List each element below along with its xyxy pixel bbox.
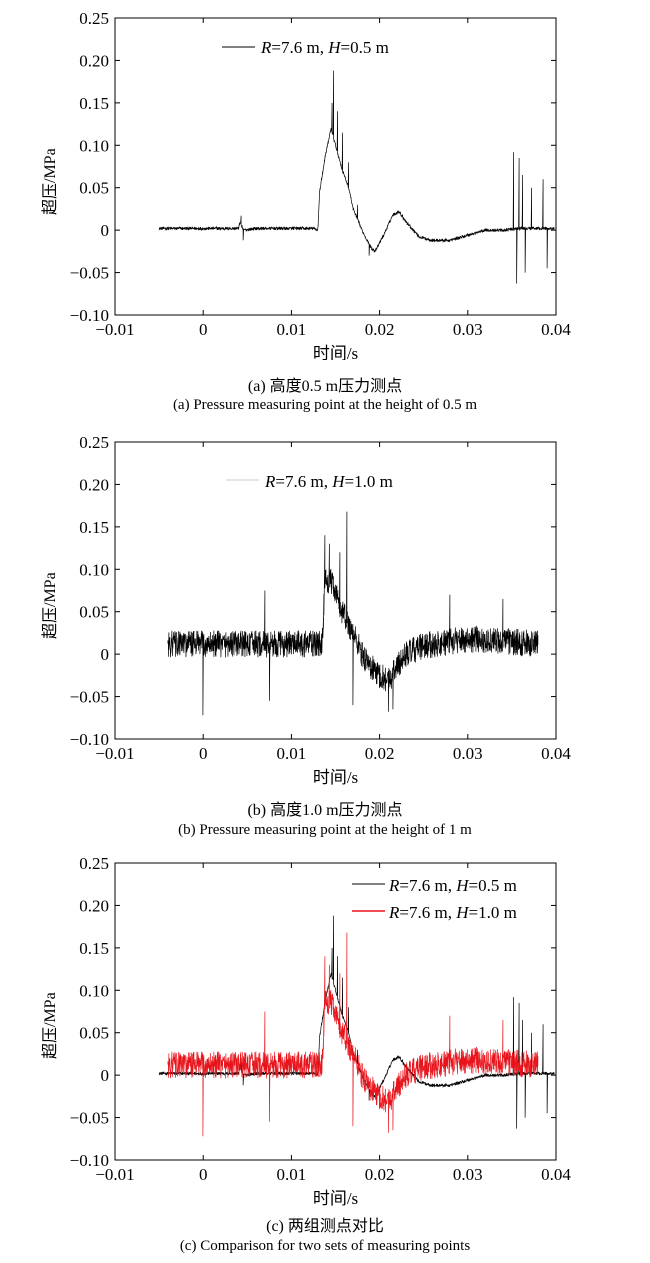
x-axis-label-a: 时间/s xyxy=(313,344,358,360)
y-tick-label-b: 0.20 xyxy=(79,475,109,494)
panel-b: −0.01 0 0.01 0.02 0.03 0.04 0.25 0.20 0.15 0.10 0.… xyxy=(42,433,572,838)
y-tick-label-b: 0 xyxy=(101,645,110,664)
y-tick-label-c: 0.05 xyxy=(79,1024,109,1043)
x-tick-label-a: −0.01 xyxy=(95,320,134,339)
x-tick-label-a: 0.01 xyxy=(277,320,307,339)
legend-label-c-h10: R=7.6 m, H=1.0 m xyxy=(388,903,517,922)
legend-label-h10: R=7.6 m, H=1.0 m xyxy=(264,472,393,491)
y-axis-label-c: 超压/MPa xyxy=(42,992,59,1059)
y-tick-label-c: −0.10 xyxy=(70,1151,109,1170)
y-tick-label-b: 0.10 xyxy=(79,560,109,579)
legend-label-c-h05: R=7.6 m, H=0.5 m xyxy=(388,876,517,895)
y-tick-label-c: 0.10 xyxy=(79,981,109,1000)
plot-frame-b xyxy=(114,441,557,740)
series-line-c-h10 xyxy=(167,932,539,1137)
caption-en-c: (c) Comparison for two sets of measuring… xyxy=(179,1238,471,1254)
plot-frame-c xyxy=(114,862,557,1161)
x-tick-label-c: 0.02 xyxy=(365,1165,395,1184)
legend-label-h05: R=7.6 m, H=0.5 m xyxy=(260,38,389,57)
series-line-c-h05 xyxy=(158,915,555,1129)
panel-a: −0.01 0 0.01 0.02 0.03 0.04 0.25 0.20 0.15 0.10 0.… xyxy=(0,0,650,420)
series-line-h10 xyxy=(167,511,539,716)
axes-b: −0.01 0 0.01 0.02 0.03 0.04 0.25 0.20 0.15 0.10 0.… xyxy=(70,433,572,787)
legend-b: R=7.6 m, H=1.0 m xyxy=(226,472,393,491)
y-tick-label-b: 0.25 xyxy=(79,433,109,452)
y-tick-label-a: −0.05 xyxy=(70,264,109,283)
y-tick-label-c: 0.25 xyxy=(79,854,109,873)
x-tick-label-b: 0.02 xyxy=(365,744,395,763)
x-tick-label-c: −0.01 xyxy=(95,1165,134,1184)
y-tick-label-b: −0.05 xyxy=(70,688,109,707)
x-tick-label-a: 0.04 xyxy=(541,320,571,339)
x-tick-label-a: 0.03 xyxy=(453,320,483,339)
x-axis-label-c: 时间/s xyxy=(313,1189,358,1208)
chart-a: −0.01 0 0.01 0.02 0.03 0.04 0.25 0.20 0.15 0.10 0.… xyxy=(70,9,572,360)
x-tick-label-b: 0.03 xyxy=(453,744,483,763)
y-tick-label-a: 0.15 xyxy=(79,94,109,113)
axes-c: −0.01 0 0.01 0.02 0.03 0.04 0.25 0.20 0.15 0.10 0.… xyxy=(70,854,572,1208)
x-tick-label-c: 0.01 xyxy=(277,1165,307,1184)
series-line-h05 xyxy=(158,70,555,284)
y-tick-label-c: 0.15 xyxy=(79,939,109,958)
legend-c: R=7.6 m, H=0.5 m R=7.6 m, H=1.0 m xyxy=(352,876,517,922)
x-tick-label-b: 0 xyxy=(199,744,208,763)
caption-cn-c: (c) 两组测点对比 xyxy=(266,1218,384,1235)
y-tick-label-a: 0.05 xyxy=(79,179,109,198)
x-tick-label-c: 0.04 xyxy=(541,1165,571,1184)
x-axis-label-b: 时间/s xyxy=(313,768,358,787)
x-tick-label-b: 0.04 xyxy=(541,744,571,763)
y-tick-label-b: 0.05 xyxy=(79,603,109,622)
y-tick-label-a: −0.10 xyxy=(70,306,109,325)
x-tick-label-a: 0 xyxy=(199,320,208,339)
y-tick-label-a: 0 xyxy=(101,221,110,240)
caption-cn-b: (b) 高度1.0 m压力测点 xyxy=(247,802,403,819)
y-tick-label-b: 0.15 xyxy=(79,518,109,537)
y-tick-label-b: −0.10 xyxy=(70,730,109,749)
x-tick-label-b: 0.01 xyxy=(277,744,307,763)
chart-b: −0.01 0 0.01 0.02 0.03 0.04 0.25 0.20 0.15 0.10 0.… xyxy=(70,433,572,787)
x-tick-label-a: 0.02 xyxy=(365,320,395,339)
caption-cn-a: (a) 高度0.5 m压力测点 xyxy=(247,378,403,395)
legend-a: R=7.6 m, H=0.5 m xyxy=(222,38,389,57)
y-tick-label-c: 0 xyxy=(101,1066,110,1085)
x-tick-label-b: −0.01 xyxy=(95,744,134,763)
y-tick-label-a: 0.10 xyxy=(79,136,109,155)
caption-en-a: (a) Pressure measuring point at the heig… xyxy=(172,397,478,413)
plot-frame-a xyxy=(114,17,557,316)
axes-a: −0.01 0 0.01 0.02 0.03 0.04 0.25 0.20 0.15 0.10 0.… xyxy=(70,9,572,360)
y-tick-label-a: 0.20 xyxy=(79,51,109,70)
y-tick-label-c: 0.20 xyxy=(79,896,109,915)
x-tick-label-c: 0.03 xyxy=(453,1165,483,1184)
y-tick-label-c: −0.05 xyxy=(70,1109,109,1128)
y-tick-label-a: 0.25 xyxy=(79,9,109,28)
caption-en-b: (b) Pressure measuring point at the heig… xyxy=(178,822,472,838)
chart-c: −0.01 0 0.01 0.02 0.03 0.04 0.25 0.20 0.15 0.10 0.… xyxy=(70,854,572,1208)
x-tick-label-c: 0 xyxy=(199,1165,208,1184)
